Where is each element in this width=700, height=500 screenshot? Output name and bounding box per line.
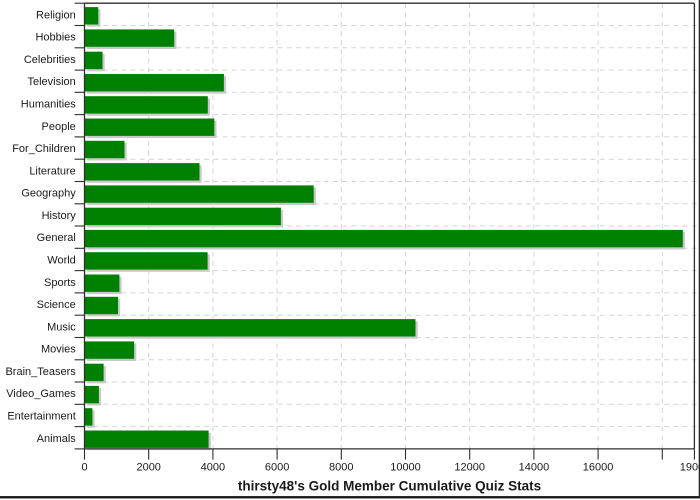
svg-text:12000: 12000 <box>454 461 485 473</box>
svg-text:4000: 4000 <box>201 461 225 473</box>
svg-text:10000: 10000 <box>390 461 421 473</box>
svg-text:For_Children: For_Children <box>12 143 76 155</box>
svg-text:Science: Science <box>37 299 76 311</box>
svg-text:14000: 14000 <box>519 461 550 473</box>
svg-text:Hobbies: Hobbies <box>35 32 76 44</box>
svg-text:thirsty48's Gold Member Cumula: thirsty48's Gold Member Cumulative Quiz … <box>238 479 541 494</box>
svg-text:Animals: Animals <box>37 433 77 445</box>
svg-text:Entertainment: Entertainment <box>7 411 75 423</box>
svg-text:Humanities: Humanities <box>21 99 77 111</box>
svg-text:World: World <box>47 255 76 267</box>
svg-text:Movies: Movies <box>41 344 76 356</box>
svg-text:History: History <box>42 210 77 222</box>
svg-text:Brain_Teasers: Brain_Teasers <box>5 366 76 378</box>
svg-text:Television: Television <box>27 76 75 88</box>
svg-text:Music: Music <box>47 321 76 333</box>
svg-text:Video_Games: Video_Games <box>6 388 76 400</box>
svg-text:Geography: Geography <box>21 188 76 200</box>
svg-text:General: General <box>37 232 76 244</box>
svg-text:16000: 16000 <box>583 461 614 473</box>
svg-text:0: 0 <box>81 461 87 473</box>
svg-text:19000: 19000 <box>680 461 700 473</box>
svg-text:Celebrities: Celebrities <box>24 54 76 66</box>
svg-text:Sports: Sports <box>44 277 76 289</box>
svg-text:6000: 6000 <box>265 461 289 473</box>
svg-text:Religion: Religion <box>36 9 76 21</box>
svg-text:People: People <box>42 121 76 133</box>
svg-text:2000: 2000 <box>136 461 160 473</box>
svg-text:8000: 8000 <box>329 461 353 473</box>
svg-text:Literature: Literature <box>29 165 75 177</box>
